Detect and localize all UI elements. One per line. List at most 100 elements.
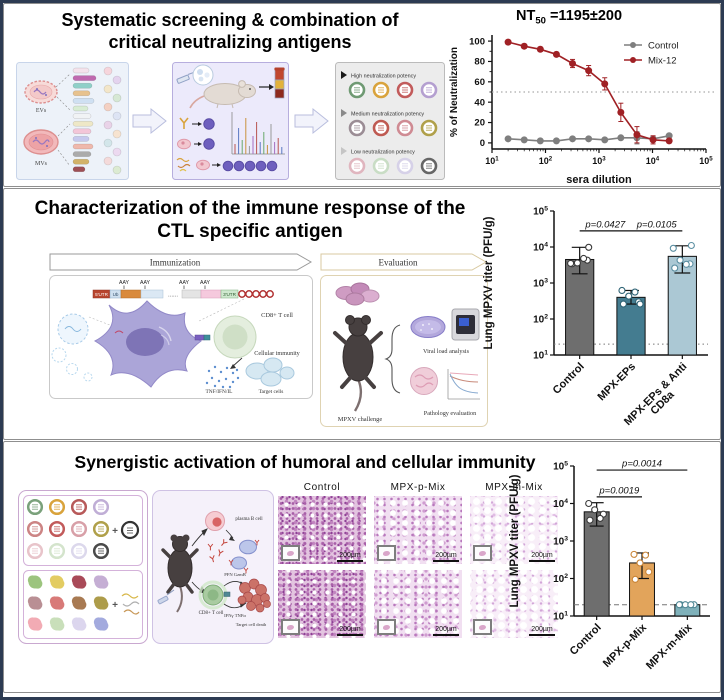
legend-label-mix-12: Mix-12: [648, 55, 677, 66]
adjuvant-squiggle-icon: [121, 593, 140, 615]
panel-screening: Systematic screening & combination of cr…: [3, 3, 721, 187]
antigen-circle: [112, 129, 122, 139]
immunity-mechanism-diagram: plasma B cell: [152, 490, 274, 644]
data-point: [585, 243, 593, 251]
mpxv-challenge-label: MPXV challenge: [338, 416, 383, 423]
data-point: [630, 550, 638, 558]
synapse-icon: [223, 591, 231, 597]
petri-dish-icon: [410, 316, 446, 338]
combination-dots-icon: [222, 160, 278, 172]
syringe-icon: [157, 589, 175, 605]
data-point: [586, 516, 594, 524]
svg-text:101: 101: [485, 155, 499, 166]
antigen-bar: [72, 98, 95, 104]
data-point: [669, 244, 677, 252]
antigen-circle: [112, 93, 122, 103]
panel-ctl-antigen: Characterization of the immune response …: [3, 188, 721, 440]
antigen-bar: [72, 128, 92, 135]
legend-label-control: Control: [648, 40, 679, 51]
evaluation-banner: Evaluation: [320, 253, 488, 271]
x-category-label: MPX-m-Mix: [644, 621, 695, 672]
histology-section-icon: [410, 367, 438, 395]
svg-text:104: 104: [553, 498, 568, 510]
histology-image-pmix-1: 200µm: [374, 496, 462, 564]
svg-text:20: 20: [474, 118, 485, 129]
lnp-particles-icon: [51, 313, 93, 382]
bar-group-0: [583, 499, 610, 620]
screen-dot-icon: [203, 138, 215, 150]
plus-sign: +: [112, 600, 118, 611]
panel-synergy: Synergistic activation of humoral and ce…: [3, 441, 721, 693]
aay-linker-label: AAY: [140, 280, 151, 286]
scale-bar: 200µm: [337, 552, 363, 562]
antigen-bar: [72, 75, 97, 81]
panel2-title: Characterization of the immune response …: [4, 197, 496, 243]
lung-titer-chart-mix: 101 102 103 104 105 Lung MPXV titer (PFU/g) Co…: [509, 459, 710, 672]
svg-text:102: 102: [533, 313, 548, 325]
connector-lines: [55, 73, 71, 167]
data-point: [631, 575, 639, 583]
antigen-circle: [103, 66, 113, 76]
challenged-mouse-icon: [333, 315, 383, 412]
svg-text:0: 0: [480, 138, 485, 149]
weight-curve-icon: [447, 369, 480, 400]
bar-group-1: [616, 286, 646, 359]
bar-group-0: [565, 243, 595, 359]
svg-text:102: 102: [553, 573, 568, 585]
data-point: [585, 499, 593, 508]
potency-marker-icon: [341, 109, 347, 117]
p-value-label: p=0.0105: [636, 219, 678, 230]
brace-icon: [384, 324, 401, 394]
histology-inset-icon: [473, 545, 492, 561]
bar-group-2: [667, 241, 697, 359]
pathology-label: Pathology evaluation: [424, 410, 476, 417]
histology-header-control: Control: [303, 482, 341, 493]
svg-text:103: 103: [533, 277, 548, 289]
data-point: [687, 601, 695, 609]
cytokine-dots-icon: [205, 365, 240, 389]
plasma-b-cell-label: plasma B cell: [235, 517, 263, 522]
svg-text:100: 100: [469, 36, 485, 47]
svg-text:105: 105: [699, 155, 713, 166]
svg-text:105: 105: [553, 460, 568, 472]
scale-bar: 200µm: [433, 626, 459, 636]
histology-header-mmix: MPX-m-Mix: [485, 482, 543, 493]
viral-load-label: Viral load analysis: [423, 348, 470, 355]
antibodies-icon: [207, 539, 228, 563]
aay-linker-label: AAY: [119, 280, 130, 286]
axes: 0 20 40 60 80 100 101 102 103 104 105 sera dilution…: [449, 35, 713, 186]
screen-dot-icon: [203, 118, 215, 130]
data-point: [636, 559, 644, 567]
aay-linker-label: AAY: [200, 280, 211, 286]
data-point: [580, 254, 588, 263]
svg-text:104: 104: [533, 241, 548, 253]
histology-inset-icon: [377, 545, 396, 561]
data-point: [631, 288, 639, 296]
x-axis-label: sera dilution: [566, 174, 632, 186]
antigen-circle: [112, 111, 122, 121]
ev-cell-icon: [24, 80, 58, 104]
cell-icon: [177, 138, 191, 150]
plus-sign: +: [112, 526, 118, 537]
antigen-circle: [103, 102, 113, 112]
cytokines-label: TNF/IFN/IL: [206, 389, 233, 395]
antibody-icon: [179, 117, 189, 129]
svg-text:103: 103: [592, 155, 606, 166]
potency-ranking-diagram: High neutralization potency Medium neutra…: [335, 62, 445, 180]
antigen-bars: [72, 67, 97, 173]
y-axis-label: Lung MPXV titer (PFU/g): [483, 216, 495, 349]
potency-label: High neutralization potency: [351, 74, 416, 80]
legend: Control Mix-12: [624, 40, 679, 66]
antigen-bar: [72, 113, 92, 119]
backbone-circle-icon: [120, 520, 140, 540]
immunization-analysis-diagram: [172, 62, 289, 180]
mouse-icon: [189, 80, 256, 109]
histology-image-control-2: 200µm: [278, 570, 366, 638]
target-cells-label: Target cells: [259, 389, 284, 395]
data-point: [591, 506, 599, 514]
antigen-bar: [72, 67, 90, 74]
antigen-circle: [112, 75, 122, 85]
protein-squiggle-icon: [176, 157, 191, 172]
panel2-title-line1: Characterization of the immune response …: [34, 198, 466, 219]
